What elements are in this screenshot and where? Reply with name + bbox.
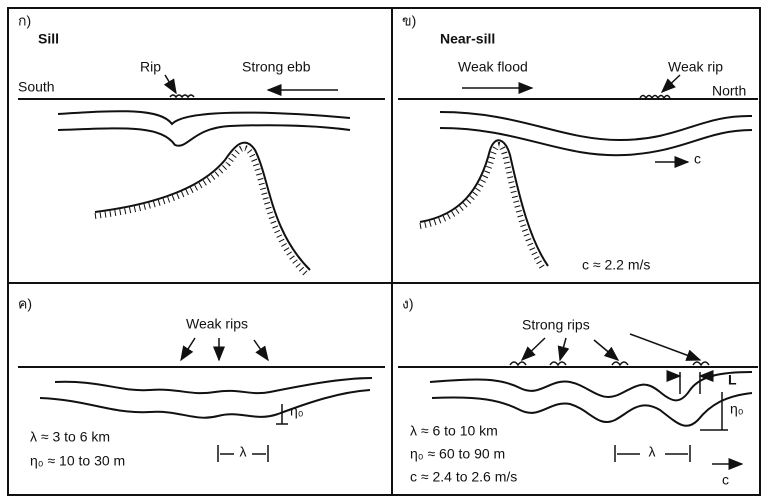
label: Weak flood (458, 59, 528, 75)
panel-near-sill: ข) Near-sill Weak flood Weak rip North c… (398, 13, 758, 273)
panel-title: Near-sill (440, 31, 495, 47)
frame (8, 8, 760, 495)
label: λ (649, 444, 656, 460)
label: c ≈ 2.4 to 2.6 m/s (410, 469, 517, 485)
panel-label: ก) (18, 13, 31, 29)
hatching (420, 145, 544, 270)
label: Weak rips (186, 316, 248, 332)
panel-label: ง) (402, 296, 414, 312)
label: Rip (140, 59, 161, 75)
rip (510, 362, 709, 365)
interface (432, 393, 752, 426)
figure: ก) Sill Rip Strong ebb South ข) Near-sil… (0, 0, 767, 502)
interface (440, 112, 752, 140)
arrow (662, 75, 680, 92)
panel-title: Sill (38, 31, 59, 47)
label: η₀ ≈ 60 to 90 m (410, 446, 505, 462)
label: λ ≈ 3 to 6 km (30, 429, 110, 445)
interface (58, 125, 350, 146)
arrow (254, 340, 268, 360)
interface (58, 111, 350, 124)
label: c (722, 472, 729, 488)
arrow (165, 75, 176, 93)
arrow (594, 340, 618, 360)
panel-strong-rips: ง) Strong rips L η₀ λ ≈ 6 to 10 km η₀ ≈ … (398, 296, 758, 488)
arrow (560, 338, 566, 360)
label: λ (240, 444, 247, 460)
interface (40, 390, 370, 418)
label: Weak rip (668, 59, 723, 75)
label: η₀ ≈ 10 to 30 m (30, 453, 125, 469)
label: η₀ (730, 401, 744, 417)
arrow (181, 338, 195, 360)
label: South (18, 79, 55, 95)
label: η₀ (290, 403, 304, 419)
interface (440, 128, 752, 155)
interface (55, 378, 372, 393)
label: Strong ebb (242, 59, 311, 75)
label: c (694, 151, 701, 167)
label: L (728, 372, 737, 388)
label: c ≈ 2.2 m/s (582, 257, 650, 273)
arrow (522, 338, 545, 360)
panel-label: ข) (402, 13, 416, 29)
label: North (712, 83, 746, 99)
label: λ ≈ 6 to 10 km (410, 423, 498, 439)
panel-label: ค) (18, 296, 32, 312)
rip (640, 96, 670, 99)
panel-weak-rips: ค) Weak rips η₀ λ ≈ 3 to 6 km η₀ ≈ 10 to… (18, 296, 385, 469)
arrow (630, 334, 700, 360)
sill (95, 143, 310, 270)
panel-sill: ก) Sill Rip Strong ebb South (18, 13, 385, 274)
sill (420, 140, 548, 266)
label: Strong rips (522, 317, 590, 333)
rip (170, 95, 194, 97)
